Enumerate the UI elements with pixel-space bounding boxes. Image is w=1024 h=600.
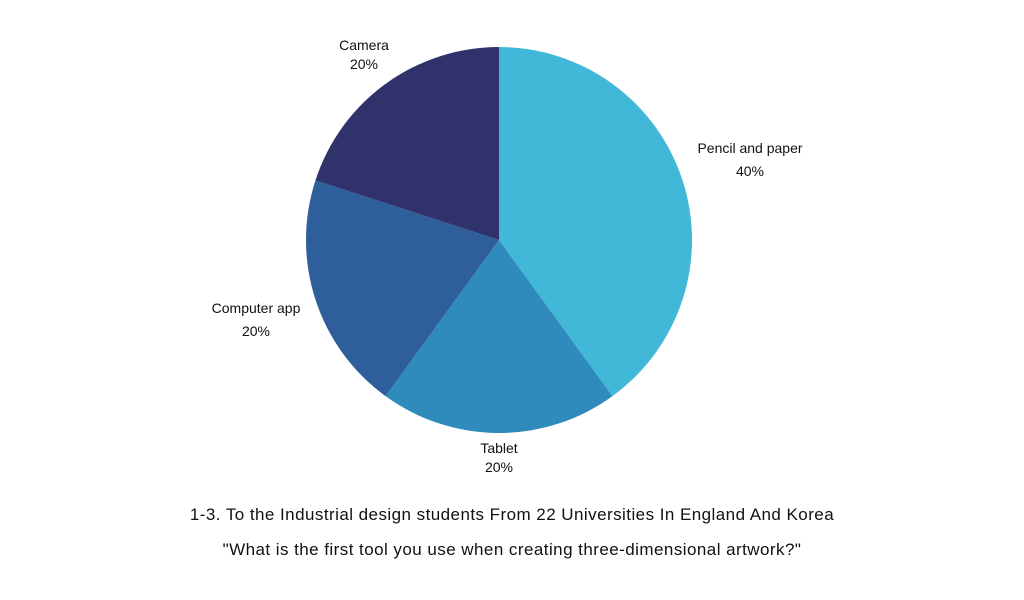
slice-percent: 20% xyxy=(241,323,271,339)
pie-slice-camera xyxy=(315,47,499,240)
slice-label-pencil: Pencil and paper 40% xyxy=(697,139,802,181)
slice-percent: 20% xyxy=(484,459,514,475)
slice-name: Tablet xyxy=(480,440,518,456)
pie-slice-computer-app xyxy=(306,180,499,397)
caption-line-2: "What is the first tool you use when cre… xyxy=(222,540,802,559)
slice-label-camera: Camera 20% xyxy=(339,36,389,74)
pie-slice-tablet xyxy=(385,240,613,434)
slice-name: Pencil and paper xyxy=(697,140,803,156)
slice-label-computer-app: Computer app 20% xyxy=(212,299,301,341)
slice-label-tablet: Tablet 20% xyxy=(480,439,517,477)
pie-slice-pencil-and-paper xyxy=(499,47,692,397)
slice-name: Camera xyxy=(339,37,389,53)
caption-line-1: 1-3. To the Industrial design students F… xyxy=(189,505,835,524)
slice-percent: 40% xyxy=(735,163,765,179)
slice-name: Computer app xyxy=(211,300,301,316)
slice-percent: 20% xyxy=(349,56,379,72)
